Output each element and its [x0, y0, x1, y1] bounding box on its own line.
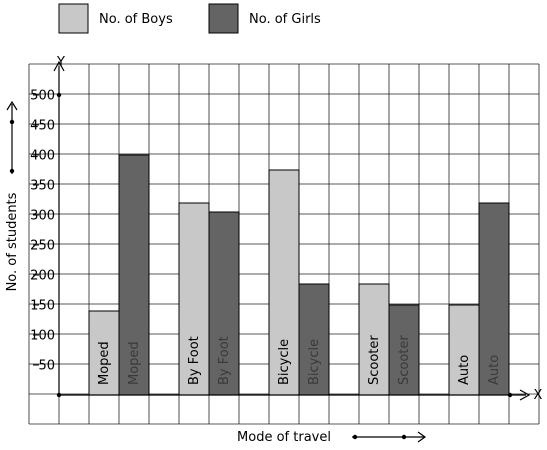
y-axis-top-dot [56, 92, 62, 98]
bar-auto-boys [448, 304, 480, 396]
y-axis-arrowhead [53, 60, 65, 72]
x-axis-label: Mode of travel [237, 430, 331, 445]
bar-label: By Foot [187, 336, 202, 385]
legend-swatch-girls [208, 3, 239, 34]
legend-label: No. of Boys [99, 12, 173, 27]
x-label-arrow [352, 431, 427, 443]
y-tick-label: 250 [30, 239, 55, 254]
bar-label: By Foot [217, 336, 232, 385]
x-axis-name: X [534, 388, 543, 403]
bar-labels: Moped Moped By Foot By Foot Bicycle Bicycle Sc… [97, 335, 502, 385]
bar-scooter-boys [358, 283, 390, 396]
y-tick-label: 350 [30, 179, 55, 194]
legend-swatch-boys [58, 3, 89, 34]
bar-moped-boys [88, 310, 120, 396]
bar-label: Scooter [367, 335, 382, 385]
bar-label: Auto [457, 355, 472, 385]
bar-label: Bicycle [307, 339, 322, 385]
axis-titles: Mode of travel No. of students [5, 100, 427, 445]
bar-bicycle-boys [268, 169, 300, 396]
bar-auto-girls [478, 202, 510, 396]
y-tick-label: 400 [30, 149, 55, 164]
origin-dot [56, 392, 62, 398]
bar-label: Scooter [397, 335, 412, 385]
bar-label: Moped [127, 341, 142, 385]
y-tick-label: 100 [30, 329, 55, 344]
y-tick-label: 450 [30, 119, 55, 134]
y-axis-label: No. of students [5, 192, 20, 291]
bar-by-foot-girls [208, 211, 240, 396]
legend: No. of Boys No. of Girls [58, 3, 321, 34]
bar-group [88, 154, 510, 396]
y-tick-label: 200 [30, 269, 55, 284]
bar-label: Bicycle [277, 339, 292, 385]
bar-moped-girls [118, 154, 150, 396]
x-axis-arrowhead [519, 389, 531, 401]
y-tick-labels: 50 100 150 200 250 300 350 400 450 500 [30, 89, 55, 374]
x-axis-end-dot [507, 392, 513, 398]
y-axis-name: Y [56, 55, 65, 70]
bar-bicycle-girls [298, 283, 330, 396]
y-label-arrow [6, 100, 18, 174]
legend-label: No. of Girls [249, 12, 321, 27]
y-tick-label: 50 [38, 359, 55, 374]
bar-by-foot-boys [178, 202, 210, 396]
y-tick-label: 150 [30, 299, 55, 314]
y-tick-label: 300 [30, 209, 55, 224]
bar-label: Auto [487, 355, 502, 385]
bar-scooter-girls [388, 304, 420, 396]
y-tick-label: 500 [30, 89, 55, 104]
chart-axes: Y X [53, 55, 543, 403]
bar-label: Moped [97, 341, 112, 385]
